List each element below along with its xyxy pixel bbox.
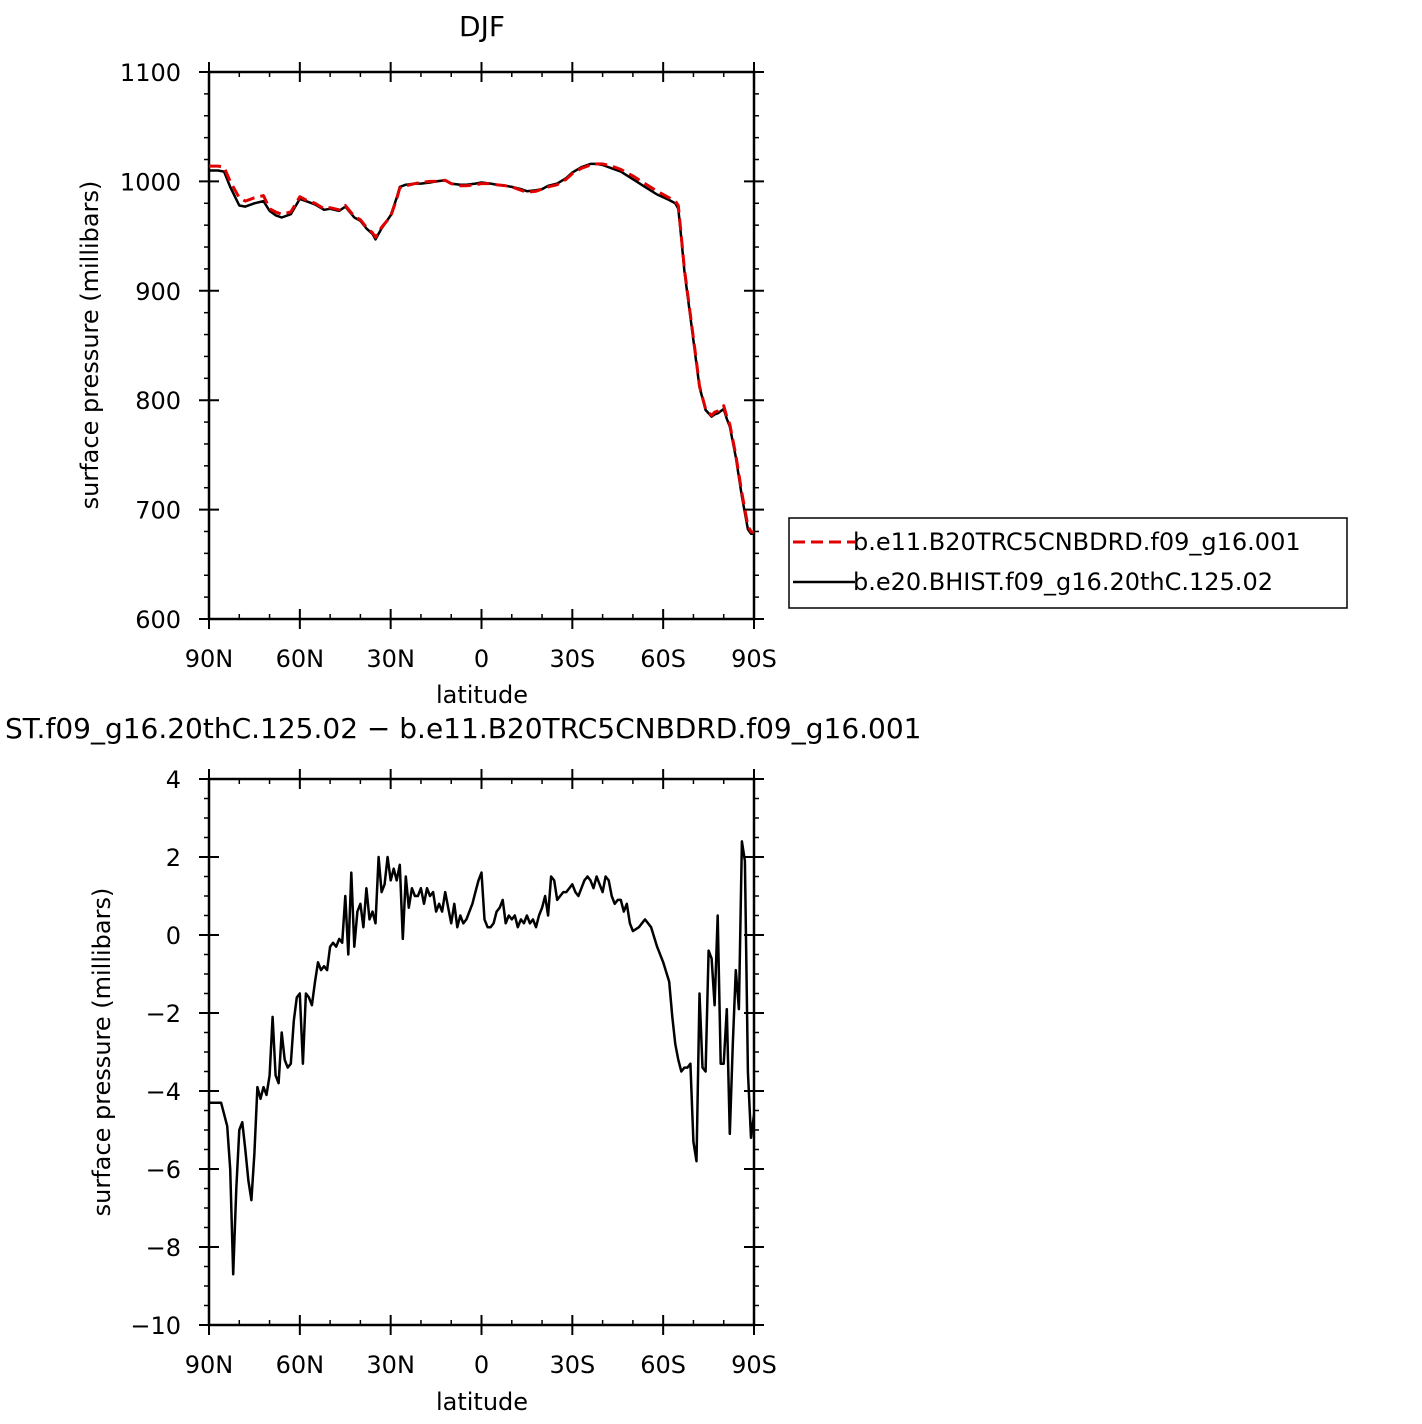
y-tick-label: 1100: [120, 59, 181, 87]
y-tick-label: −6: [146, 1156, 181, 1184]
bottom-panel: ST.f09_g16.20thC.125.02 − b.e11.B20TRC5C…: [5, 712, 922, 1416]
bottom-series-group: [209, 840, 756, 1276]
top-y-axis-label: surface pressure (millibars): [76, 181, 104, 510]
x-tick-label: 60S: [640, 1351, 686, 1379]
x-tick-label: 0: [474, 645, 489, 673]
bottom-x-axis-label: latitude: [436, 1388, 528, 1416]
series-line-2: [209, 162, 754, 535]
bottom-y-tick-labels: −10 −8 −6 −4 −2 0 2 4: [130, 766, 181, 1340]
x-tick-label: 90N: [185, 1351, 234, 1379]
y-tick-label: 700: [135, 497, 181, 525]
top-ticks: [199, 62, 764, 629]
x-tick-label: 90S: [731, 1351, 777, 1379]
y-tick-label: 2: [166, 844, 181, 872]
x-tick-label: 90N: [185, 645, 234, 673]
top-series-group: [209, 162, 755, 535]
y-tick-label: −10: [130, 1312, 181, 1340]
top-chart-title: DJF: [459, 10, 505, 43]
y-tick-label: −8: [146, 1234, 181, 1262]
legend-label-series-2: b.e20.BHIST.f09_g16.20thC.125.02: [853, 568, 1273, 596]
y-tick-label: 4: [166, 766, 181, 794]
x-tick-label: 30S: [549, 645, 595, 673]
y-tick-label: −2: [146, 1000, 181, 1028]
legend-label-series-1: b.e11.B20TRC5CNBDRD.f09_g16.001: [853, 528, 1301, 556]
legend-box: [788, 517, 1348, 609]
top-y-tick-labels: 600 700 800 900 1000 1100: [120, 59, 181, 634]
y-tick-label: 0: [166, 922, 181, 950]
bottom-x-tick-labels: 90N 60N 30N 0 30S 60S 90S: [185, 1351, 777, 1379]
y-tick-label: 800: [135, 387, 181, 415]
x-tick-label: 90S: [731, 645, 777, 673]
x-tick-label: 60S: [640, 645, 686, 673]
y-tick-label: −4: [146, 1078, 181, 1106]
top-panel: DJF 90N 60N 30N 0 30S 60S 90S 600 700 800 900 1000…: [76, 10, 1348, 709]
x-tick-label: 60N: [276, 1351, 325, 1379]
y-tick-label: 900: [135, 278, 181, 306]
y-tick-label: 600: [135, 606, 181, 634]
bottom-ticks: [199, 769, 764, 1335]
legend: b.e11.B20TRC5CNBDRD.f09_g16.001 b.e20.BH…: [788, 517, 1348, 609]
x-tick-label: 30N: [366, 645, 415, 673]
series-line-1: [209, 162, 755, 535]
top-x-axis-label: latitude: [436, 681, 528, 709]
x-tick-label: 30N: [366, 1351, 415, 1379]
series-line-1: [209, 840, 756, 1276]
top-x-tick-labels: 90N 60N 30N 0 30S 60S 90S: [185, 645, 777, 673]
x-tick-label: 0: [474, 1351, 489, 1379]
bottom-y-axis-label: surface pressure (millibars): [88, 888, 116, 1217]
x-tick-label: 60N: [276, 645, 325, 673]
y-tick-label: 1000: [120, 168, 181, 196]
bottom-chart-title: ST.f09_g16.20thC.125.02 − b.e11.B20TRC5C…: [5, 712, 922, 745]
top-plot-frame: [207, 70, 756, 621]
x-tick-label: 30S: [549, 1351, 595, 1379]
